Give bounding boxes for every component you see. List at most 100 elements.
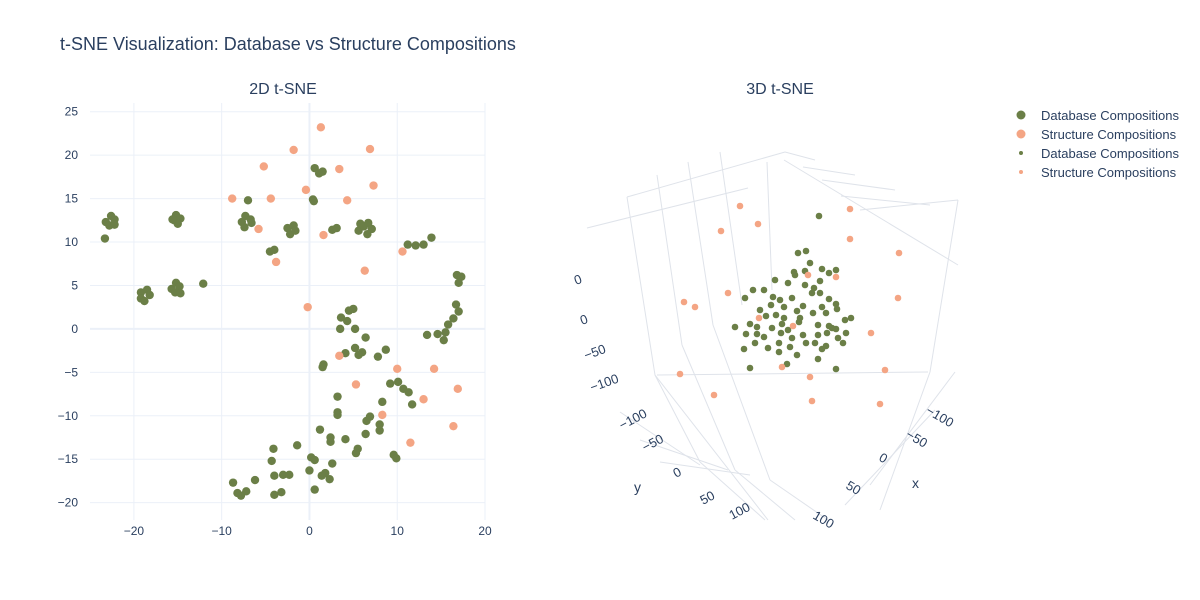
structure-point[interactable]	[429, 364, 439, 374]
database-point-3d[interactable]	[791, 271, 799, 279]
legend-item[interactable]: Structure Compositions	[1016, 127, 1177, 142]
database-point-3d[interactable]	[816, 289, 824, 297]
database-point[interactable]	[363, 229, 372, 239]
structure-point[interactable]	[419, 395, 428, 404]
database-point[interactable]	[267, 456, 276, 466]
database-point[interactable]	[240, 223, 249, 232]
database-point-3d[interactable]	[799, 331, 807, 339]
database-point[interactable]	[350, 343, 360, 353]
database-point[interactable]	[373, 352, 383, 361]
database-point[interactable]	[277, 488, 286, 497]
database-point-3d[interactable]	[784, 279, 792, 287]
database-point[interactable]	[386, 379, 395, 388]
structure-point-3d[interactable]	[754, 220, 762, 228]
structure-point[interactable]	[266, 194, 276, 203]
structure-point[interactable]	[360, 266, 369, 275]
database-point[interactable]	[242, 487, 251, 496]
database-point[interactable]	[278, 470, 288, 480]
database-point[interactable]	[392, 454, 401, 463]
database-point[interactable]	[318, 167, 327, 176]
database-point[interactable]	[292, 441, 302, 450]
database-point-3d[interactable]	[825, 269, 833, 277]
structure-point-3d[interactable]	[691, 303, 699, 311]
database-point-3d[interactable]	[814, 331, 822, 339]
database-point[interactable]	[176, 289, 185, 298]
database-point-3d[interactable]	[783, 360, 791, 368]
structure-point[interactable]	[393, 364, 402, 374]
database-point-3d[interactable]	[818, 265, 826, 273]
structure-point-3d[interactable]	[717, 227, 725, 235]
structure-point-3d[interactable]	[846, 235, 854, 243]
points-2d[interactable]	[100, 123, 466, 500]
structure-point-3d[interactable]	[867, 329, 875, 337]
database-point[interactable]	[439, 335, 448, 345]
structure-point[interactable]	[301, 185, 311, 195]
database-point[interactable]	[270, 471, 279, 480]
structure-point-3d[interactable]	[832, 273, 840, 281]
database-point-3d[interactable]	[814, 321, 822, 329]
structure-point[interactable]	[289, 145, 298, 155]
database-point-3d[interactable]	[776, 296, 784, 304]
database-point[interactable]	[361, 333, 370, 342]
database-point-3d[interactable]	[810, 284, 818, 292]
database-point[interactable]	[454, 278, 463, 288]
database-point-3d[interactable]	[818, 345, 826, 353]
database-point[interactable]	[333, 410, 342, 420]
structure-point-3d[interactable]	[710, 391, 718, 399]
database-point-3d[interactable]	[796, 314, 804, 322]
database-point-3d[interactable]	[741, 294, 749, 302]
database-point-3d[interactable]	[799, 302, 807, 310]
database-point-3d[interactable]	[760, 333, 768, 341]
database-point[interactable]	[228, 478, 238, 487]
database-point-3d[interactable]	[753, 330, 761, 338]
database-point[interactable]	[309, 196, 319, 206]
structure-point[interactable]	[335, 164, 344, 174]
database-point[interactable]	[333, 392, 342, 401]
database-point-3d[interactable]	[780, 303, 788, 311]
database-point[interactable]	[375, 426, 384, 435]
structure-point-3d[interactable]	[881, 366, 889, 374]
database-point-3d[interactable]	[753, 323, 761, 331]
database-point-3d[interactable]	[839, 339, 847, 347]
database-point[interactable]	[451, 300, 461, 309]
structure-point[interactable]	[365, 144, 375, 154]
database-point[interactable]	[310, 455, 319, 465]
database-point-3d[interactable]	[802, 339, 810, 347]
database-point[interactable]	[351, 448, 361, 458]
database-point[interactable]	[315, 425, 325, 434]
database-point-3d[interactable]	[775, 348, 783, 356]
database-point[interactable]	[168, 215, 177, 224]
database-point-3d[interactable]	[806, 259, 814, 267]
database-point-3d[interactable]	[756, 306, 764, 314]
database-point-3d[interactable]	[815, 212, 823, 220]
structure-point[interactable]	[351, 380, 361, 389]
structure-point[interactable]	[303, 302, 312, 312]
database-point[interactable]	[407, 400, 417, 409]
structure-point[interactable]	[453, 384, 462, 394]
database-point-3d[interactable]	[771, 276, 779, 284]
legend-item[interactable]: Database Compositions	[1016, 108, 1180, 123]
structure-point-3d[interactable]	[846, 205, 854, 213]
database-point-3d[interactable]	[777, 329, 785, 337]
database-point-3d[interactable]	[814, 355, 822, 363]
database-point-3d[interactable]	[841, 316, 849, 324]
database-point-3d[interactable]	[762, 312, 770, 320]
database-point-3d[interactable]	[793, 351, 801, 359]
database-point[interactable]	[404, 388, 413, 397]
database-point[interactable]	[175, 282, 184, 291]
structure-point[interactable]	[449, 421, 458, 431]
database-point-3d[interactable]	[793, 307, 801, 315]
structure-point[interactable]	[254, 224, 263, 234]
structure-point-3d[interactable]	[724, 289, 732, 297]
structure-point[interactable]	[271, 257, 281, 267]
database-point-3d[interactable]	[778, 320, 786, 328]
database-point-3d[interactable]	[740, 345, 748, 353]
database-point[interactable]	[427, 233, 436, 242]
database-point-3d[interactable]	[769, 293, 777, 301]
database-point-3d[interactable]	[788, 334, 796, 342]
database-point-3d[interactable]	[794, 249, 802, 257]
database-point-3d[interactable]	[731, 323, 739, 331]
database-point[interactable]	[332, 223, 341, 233]
structure-point-3d[interactable]	[755, 314, 763, 322]
database-point[interactable]	[365, 412, 375, 421]
